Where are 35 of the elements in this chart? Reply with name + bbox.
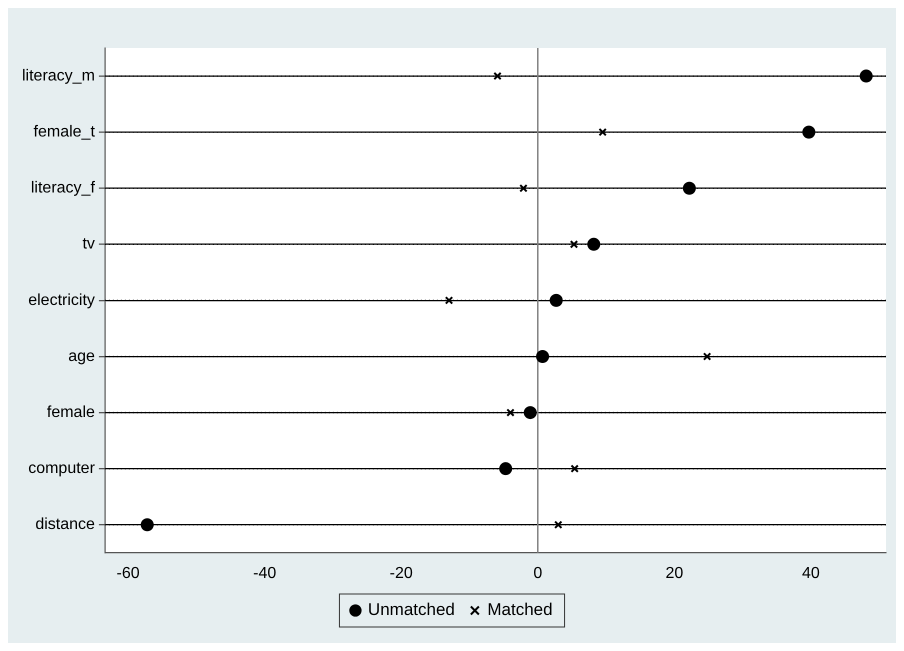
point (860, 70, 873, 83)
x-tick-label: 0 (533, 564, 542, 582)
y-tick-label: distance (35, 516, 96, 534)
point (140, 518, 154, 532)
point (682, 182, 696, 195)
point (536, 350, 550, 363)
y-tick-label: computer (28, 460, 96, 478)
point (587, 238, 600, 251)
y-tick-label: age (68, 348, 95, 365)
point (493, 72, 502, 80)
point (444, 296, 454, 305)
point (598, 128, 607, 136)
legend-label: Matched (487, 600, 553, 620)
x-tick-label: 40 (802, 564, 820, 582)
point (570, 464, 579, 473)
point (519, 184, 528, 192)
point (802, 126, 816, 139)
legend-label: Unmatched (368, 600, 455, 620)
y-tick-label: literacy_m (22, 67, 95, 84)
point (554, 520, 562, 529)
x-tick-label: -40 (253, 564, 276, 582)
y-tick-label: electricity (28, 292, 95, 309)
point (499, 462, 512, 476)
y-tick-label: female (46, 404, 95, 421)
y-tick-label: literacy_f (30, 180, 96, 197)
x-tick-label: 20 (665, 564, 684, 582)
y-tick-label: female_t (34, 124, 96, 141)
point (506, 408, 515, 417)
x-tick-label: -60 (116, 564, 140, 582)
point (550, 294, 563, 307)
y-tick-label: tv (82, 236, 95, 253)
x-tick-label: -20 (390, 564, 413, 582)
point (570, 240, 578, 248)
point (702, 352, 712, 361)
point (524, 406, 537, 420)
